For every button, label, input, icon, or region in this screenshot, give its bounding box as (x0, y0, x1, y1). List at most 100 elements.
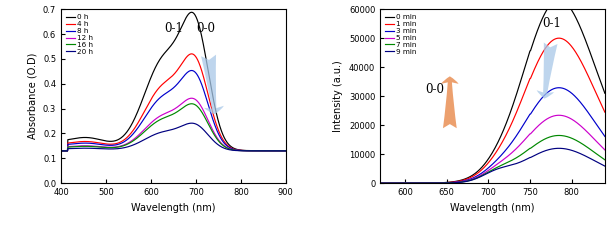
4 h (159, 83, 166, 85)
5 min (450, 181, 457, 184)
Line: 20 h: 20 h (61, 123, 286, 151)
Line: 3 min: 3 min (380, 88, 605, 183)
Y-axis label: Intensity (a.u.): Intensity (a.u.) (334, 60, 343, 132)
0 h (57, 150, 65, 152)
9 min (403, 182, 411, 185)
20 h (57, 150, 65, 152)
3 min (601, 135, 609, 138)
Y-axis label: Absorbance (O.D): Absorbance (O.D) (27, 53, 37, 139)
Text: 0-0: 0-0 (196, 22, 215, 35)
5 min (540, 120, 547, 123)
3 min (518, 126, 525, 129)
9 min (540, 150, 547, 153)
4 h (190, 53, 197, 56)
Legend: 0 h, 4 h, 8 h, 12 h, 16 h, 20 h: 0 h, 4 h, 8 h, 12 h, 16 h, 20 h (65, 13, 95, 56)
Text: 0-0: 0-0 (425, 83, 444, 96)
20 h (159, 130, 166, 133)
8 h (208, 114, 215, 117)
Line: 1 min: 1 min (380, 38, 605, 183)
0 h (97, 139, 104, 141)
16 h (57, 150, 65, 152)
3 min (555, 86, 562, 89)
0 min (518, 77, 525, 80)
0 min (376, 182, 384, 185)
1 min (539, 52, 546, 55)
12 h (190, 97, 197, 100)
Line: 16 h: 16 h (61, 104, 286, 151)
20 h (227, 149, 235, 151)
3 min (376, 182, 384, 185)
0 min (466, 176, 473, 179)
Line: 5 min: 5 min (380, 115, 605, 183)
1 min (376, 182, 384, 185)
4 h (115, 141, 123, 144)
20 h (190, 122, 197, 125)
7 min (539, 139, 546, 142)
9 min (518, 160, 525, 163)
0 min (540, 15, 547, 17)
5 min (601, 149, 609, 151)
3 min (466, 178, 473, 181)
12 h (97, 145, 104, 148)
9 min (450, 181, 457, 184)
12 h (282, 150, 290, 152)
0 min (555, 0, 562, 1)
8 h (159, 94, 166, 97)
16 h (97, 146, 104, 149)
Line: 8 h: 8 h (61, 71, 286, 151)
4 h (227, 146, 235, 149)
5 min (539, 121, 546, 124)
1 min (555, 37, 562, 40)
16 h (190, 103, 197, 106)
3 min (403, 182, 411, 185)
4 h (188, 52, 196, 55)
Legend: 0 min, 1 min, 3 min, 5 min, 7 min, 9 min: 0 min, 1 min, 3 min, 5 min, 7 min, 9 min (384, 13, 418, 56)
Line: 12 h: 12 h (61, 98, 286, 151)
8 h (57, 150, 65, 152)
20 h (97, 147, 104, 150)
Line: 0 min: 0 min (380, 0, 605, 183)
5 min (376, 182, 384, 185)
0 h (159, 54, 166, 57)
16 h (115, 146, 123, 148)
7 min (376, 182, 384, 185)
3 min (539, 96, 546, 99)
9 min (466, 180, 473, 182)
12 h (57, 150, 65, 152)
8 h (282, 150, 290, 152)
5 min (403, 182, 411, 185)
4 h (208, 107, 215, 109)
9 min (601, 165, 609, 167)
7 min (403, 182, 411, 185)
20 h (115, 147, 123, 150)
20 h (208, 137, 215, 140)
16 h (227, 148, 235, 151)
5 min (555, 114, 562, 117)
16 h (159, 117, 166, 120)
1 min (466, 177, 473, 180)
16 h (208, 129, 215, 131)
Line: 9 min: 9 min (380, 148, 605, 183)
Line: 4 h: 4 h (61, 54, 286, 151)
0 h (282, 149, 290, 152)
Line: 0 h: 0 h (61, 12, 286, 151)
4 h (97, 142, 104, 144)
12 h (188, 97, 196, 100)
1 min (540, 50, 547, 52)
4 h (57, 150, 65, 152)
3 min (540, 95, 547, 98)
0 h (188, 11, 196, 14)
9 min (539, 150, 546, 153)
1 min (518, 98, 525, 101)
7 min (466, 179, 473, 182)
9 min (376, 182, 384, 185)
1 min (403, 182, 411, 185)
Line: 7 min: 7 min (380, 136, 605, 183)
X-axis label: Wavelength (nm): Wavelength (nm) (131, 203, 216, 213)
8 h (227, 147, 235, 150)
16 h (188, 102, 196, 105)
0 min (601, 92, 609, 95)
5 min (466, 179, 473, 182)
X-axis label: Wavelength (nm): Wavelength (nm) (450, 203, 535, 213)
3 min (450, 181, 457, 184)
